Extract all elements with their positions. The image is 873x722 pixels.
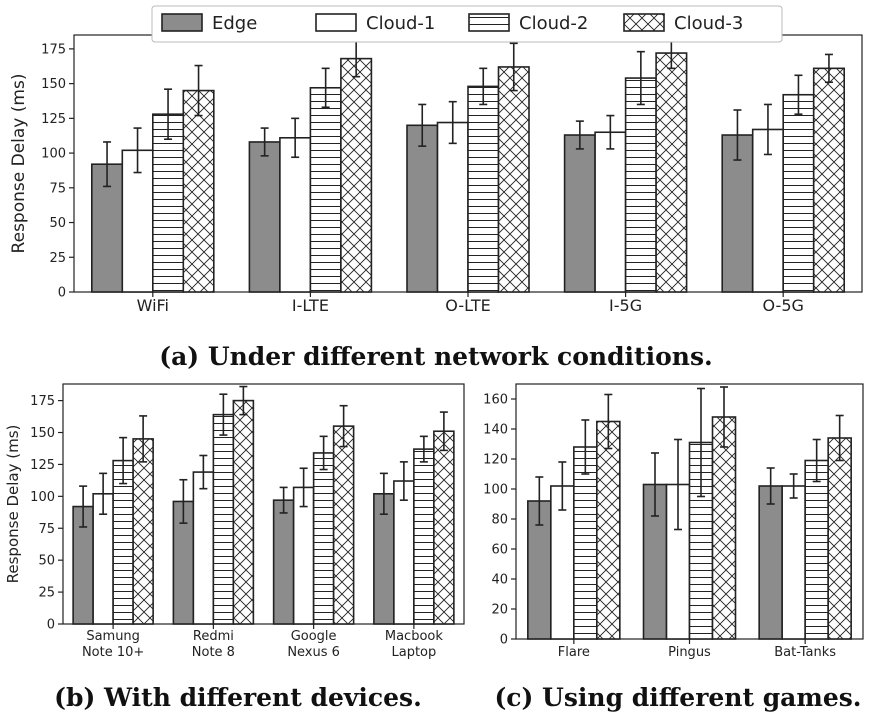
y-tick-label: 60 [491,543,508,558]
legend-swatch-cloud-3 [623,13,665,32]
y-tick-label: 175 [41,42,66,57]
y-tick-label: 75 [38,522,55,537]
x-category-label: Note 8 [192,645,235,660]
bar-cloud-3 [812,67,846,293]
bar-cloud-3 [655,52,688,293]
x-category-label: Laptop [391,645,436,660]
y-tick-label: 100 [30,490,55,505]
legend-label-cloud-1: Cloud-1 [366,13,435,34]
x-category-label: Bat-Tanks [774,645,836,660]
x-category-label: Note 10+ [82,645,144,660]
bar-cloud-3 [332,425,355,625]
bar-cloud-1 [192,471,215,625]
x-category-label: Flare [558,645,590,660]
bar-cloud-3 [497,66,530,293]
y-tick-label: 75 [49,181,66,196]
y-tick-label: 150 [41,77,66,92]
y-tick-label: 20 [491,603,508,618]
x-category-label: Redmi [193,629,234,644]
bar-edge [272,499,295,625]
y-tick-label: 0 [58,286,66,301]
bar-cloud-2 [624,77,657,293]
legend-label-cloud-2: Cloud-2 [519,13,588,34]
x-category-label: Nexus 6 [287,645,340,660]
x-category-label: I-LTE [292,296,329,315]
y-tick-label: 0 [47,618,55,633]
x-category-label: O-LTE [445,296,490,315]
chart-panel-b: 0 25 50 75 100 125 150 175 Response Delay (ms) Sa… [4,383,465,660]
x-category-label: Macbook [385,629,443,644]
bar-cloud-2 [312,452,335,625]
bar-edge [406,124,439,293]
caption-a: (a) Under different network conditions. [159,342,712,371]
y-tick-label: 150 [30,426,55,441]
y-tick-label: 50 [38,554,55,569]
bar-cloud-2 [309,86,342,293]
x-category-label: O-5G [763,296,804,315]
x-category-label: WiFi [137,296,169,315]
y-tick-label: 125 [41,112,66,127]
bar-edge [758,485,783,640]
bar-cloud-2 [782,93,815,293]
y-tick-label: 120 [483,453,508,468]
bar-cloud-3 [232,399,255,625]
y-tick-label: 125 [30,458,55,473]
legend-label-edge: Edge [212,13,257,34]
bar-cloud-1 [292,486,315,625]
x-category-label: Samung [86,629,140,644]
bar-cloud-1 [594,131,627,293]
bar-cloud-1 [279,137,312,293]
bar-cloud-2 [467,85,500,293]
bar-cloud-3 [340,57,373,293]
bar-cloud-2 [413,448,435,625]
bar-edge [721,134,754,293]
y-tick-label: 100 [41,147,66,162]
bar-cloud-1 [781,485,806,640]
y-tick-label: 40 [491,573,508,588]
bar-cloud-2 [112,459,134,625]
legend: Edge Cloud-1 Cloud-2 Cloud-3 [151,5,783,43]
bar-edge [248,141,281,293]
bar-cloud-3 [182,89,215,293]
bar-cloud-2 [804,459,829,640]
bar-cloud-1 [393,480,415,625]
legend-swatch-cloud-2 [468,13,510,32]
bar-edge [563,134,596,293]
caption-c: (c) Using different games. [494,683,861,712]
y-tick-label: 50 [49,216,66,231]
y-tick-label: 80 [491,513,508,528]
y-tick-label: 100 [483,483,508,498]
y-tick-label: 160 [483,393,508,408]
y-tick-label: 0 [500,633,508,648]
bar-cloud-1 [436,121,469,293]
bar-cloud-3 [132,438,154,625]
bar-cloud-1 [751,128,785,293]
bar-cloud-3 [827,437,852,640]
y-axis-label: Response Delay (ms) [4,425,22,584]
y-tick-label: 25 [38,586,55,601]
x-category-label: Google [291,629,337,644]
bar-cloud-2 [212,413,235,625]
x-category-label: I-5G [609,296,642,315]
bar-cloud-2 [573,446,598,640]
y-tick-label: 25 [49,251,66,266]
plot-frame [62,383,465,625]
chart-panel-c: 0 20 40 60 80 100 120 140 160 Flare Pingus Bat-Tank… [483,383,864,660]
bar-cloud-2 [152,113,185,293]
y-tick-label: 175 [30,394,55,409]
legend-swatch-edge [161,13,203,32]
y-axis-label: Response Delay (ms) [9,74,29,254]
caption-b: (b) With different devices. [54,683,422,712]
y-tick-label: 140 [483,423,508,438]
chart-panel-a: 0 25 50 75 100 125 150 175 Response Delay (ms) Wi… [9,34,863,315]
legend-swatch-cloud-1 [315,13,357,32]
bar-cloud-3 [711,416,737,640]
bar-cloud-3 [596,420,621,640]
legend-label-cloud-3: Cloud-3 [674,13,743,34]
x-category-label: Pingus [668,645,711,660]
bar-cloud-3 [433,430,455,625]
